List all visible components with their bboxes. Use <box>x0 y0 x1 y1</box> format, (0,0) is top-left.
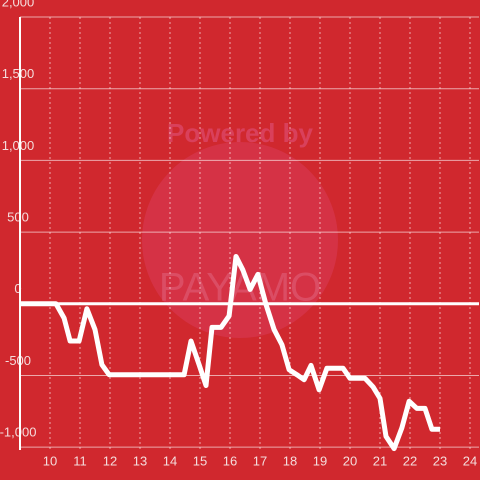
x-tick-label: 21 <box>373 453 387 468</box>
x-tick-label: 24 <box>463 453 477 468</box>
x-tick-label: 13 <box>133 453 147 468</box>
x-tick-label: 10 <box>43 453 57 468</box>
x-tick-label: 19 <box>313 453 327 468</box>
x-tick-label: 15 <box>193 453 207 468</box>
y-tick-label: 2,000 <box>2 0 35 9</box>
x-tick-label: 20 <box>343 453 357 468</box>
x-tick-label: 22 <box>403 453 417 468</box>
x-tick-label: 18 <box>283 453 297 468</box>
x-tick-label: 16 <box>223 453 237 468</box>
x-tick-label: 14 <box>163 453 177 468</box>
x-tick-label: 17 <box>253 453 267 468</box>
y-tick-label: 500 <box>7 210 29 225</box>
line <box>20 253 440 452</box>
watermark-circle <box>142 142 338 338</box>
y-tick-label: 1,500 <box>2 66 35 81</box>
x-tick-label: 11 <box>73 453 87 468</box>
y-tick-label: 1,000 <box>2 138 35 153</box>
watermark-text: Powered by <box>167 118 313 148</box>
watermark-text: PAYAMO <box>159 266 321 310</box>
y-tick-label: -500 <box>5 353 31 368</box>
y-tick-label: 0 <box>14 281 21 296</box>
y-tick-label: -1,000 <box>0 425 36 440</box>
x-tick-label: 23 <box>433 453 447 468</box>
x-tick-label: 12 <box>103 453 117 468</box>
